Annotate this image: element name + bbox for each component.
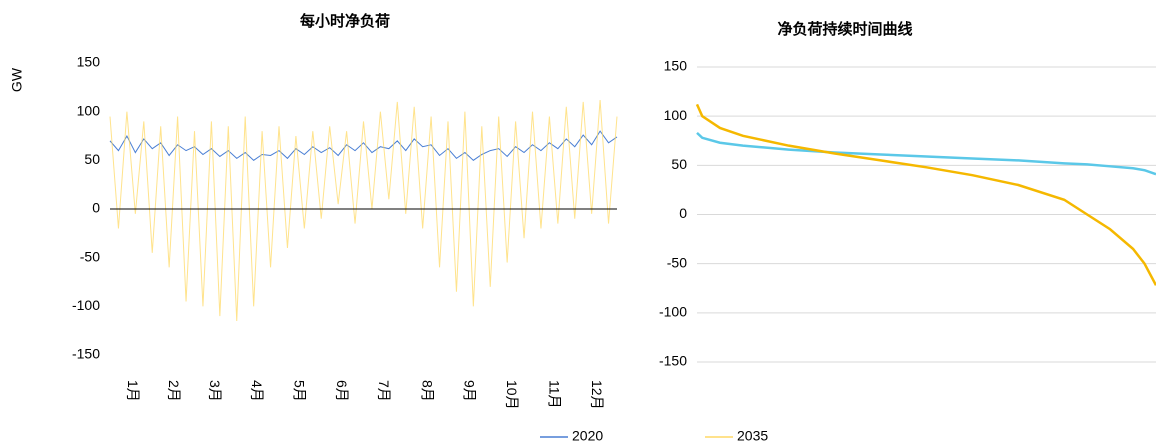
- y-tick-label: 100: [77, 102, 101, 118]
- y-tick-label: 0: [92, 200, 100, 216]
- x-tick-label: 7月: [376, 380, 392, 402]
- data-line: [696, 131, 1156, 176]
- data-line: [695, 103, 1156, 286]
- y-tick-label: 100: [664, 107, 688, 123]
- y-tick-label: -50: [80, 248, 100, 264]
- x-tick-label: 10月: [504, 380, 520, 410]
- data-line: [109, 130, 618, 161]
- y-tick-label: 150: [664, 58, 688, 74]
- x-tick-label: 1月: [125, 380, 141, 402]
- y-tick-label: -150: [659, 353, 687, 369]
- x-tick-label: 6月: [334, 380, 350, 402]
- x-tick-label: 12月: [589, 380, 605, 410]
- y-tick-label: -100: [72, 297, 100, 313]
- y-tick-label: 0: [679, 205, 687, 221]
- x-tick-label: 5月: [292, 380, 308, 402]
- x-tick-label: 2月: [166, 380, 182, 402]
- y-axis-label: GW: [9, 67, 25, 92]
- x-tick-label: 8月: [419, 380, 435, 402]
- y-tick-label: -50: [667, 254, 687, 270]
- data-line: [109, 99, 618, 321]
- x-tick-label: 11月: [546, 380, 562, 409]
- y-tick-label: -100: [659, 304, 687, 320]
- x-tick-label: 3月: [207, 380, 223, 402]
- chart-title: 净负荷持续时间曲线: [777, 20, 912, 38]
- y-tick-label: 150: [77, 54, 101, 70]
- chart-title: 每小时净负荷: [300, 12, 390, 30]
- x-tick-label: 9月: [462, 380, 478, 402]
- y-tick-label: 50: [671, 156, 687, 172]
- x-tick-label: 4月: [249, 380, 265, 402]
- legend-label: 2035: [737, 428, 768, 444]
- y-tick-label: -150: [72, 346, 100, 362]
- legend-label: 2020: [572, 428, 603, 444]
- y-tick-label: 50: [84, 151, 100, 167]
